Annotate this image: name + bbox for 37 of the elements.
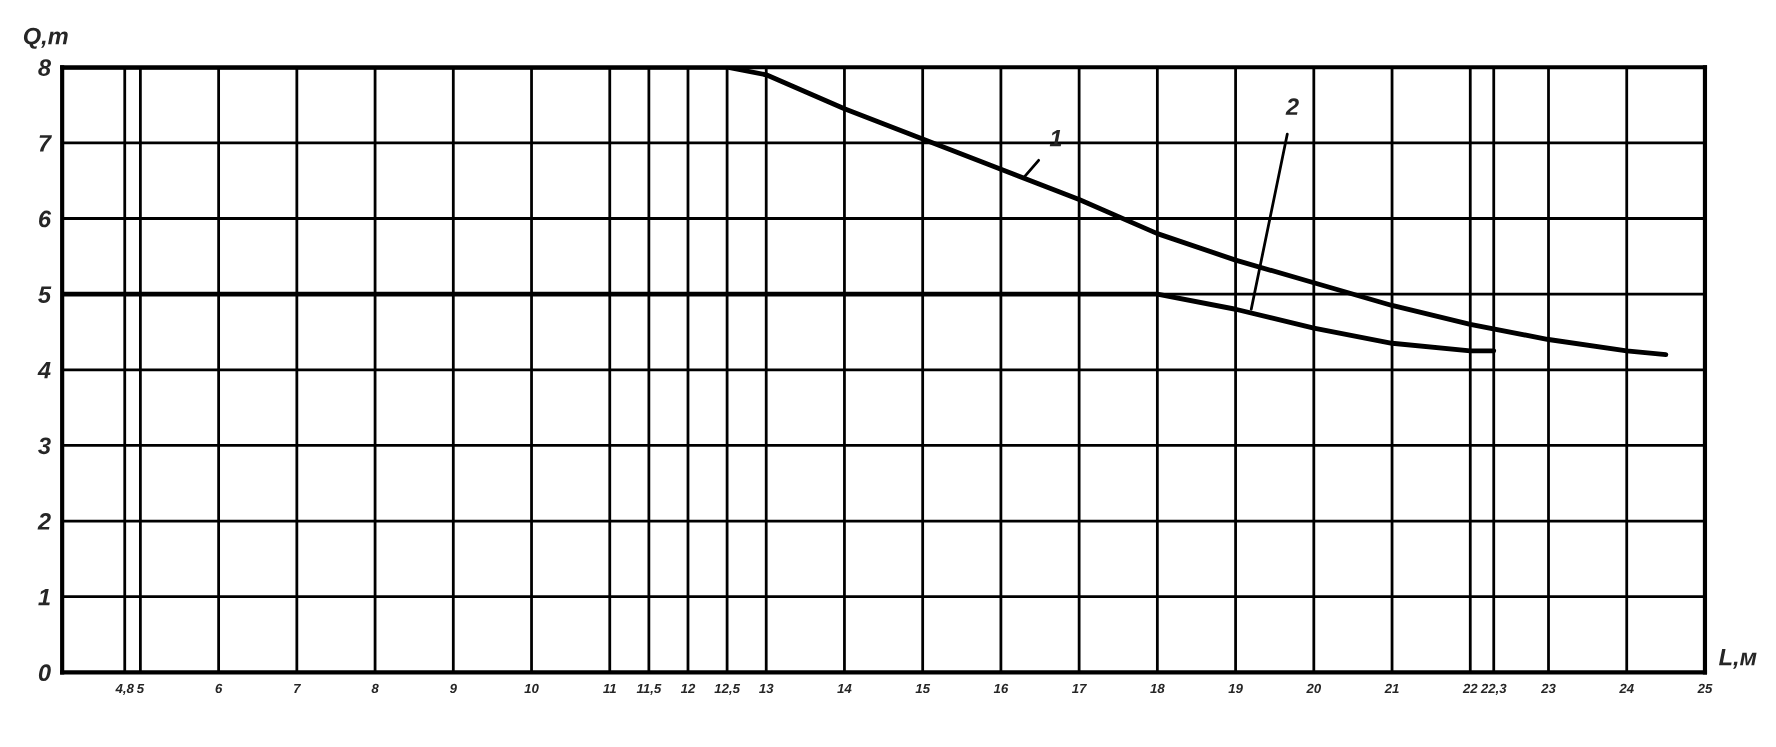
- x-tick-label: 23: [1540, 683, 1556, 694]
- x-tick-label: 11,5: [636, 683, 662, 696]
- x-tick-label: 17: [1072, 683, 1087, 693]
- x-tick-label: 16: [993, 683, 1009, 694]
- y-tick-label: 0: [38, 664, 51, 682]
- x-tick-label: 9: [449, 683, 457, 694]
- x-tick-label: 12,5: [714, 683, 741, 696]
- x-tick-label: 7: [294, 683, 302, 693]
- y-tick-label: 4: [37, 362, 51, 379]
- x-tick-label: 22,3: [1480, 683, 1507, 696]
- x-tick-label: 5: [136, 683, 145, 694]
- x-tick-label: 11: [603, 683, 616, 693]
- x-tick-label: 12: [680, 683, 696, 693]
- x-tick-label: 18: [1150, 683, 1165, 694]
- x-tick-label: 15: [915, 683, 931, 694]
- x-tick-label: 4,8: [115, 683, 134, 696]
- x-tick-label: 10: [524, 683, 539, 694]
- x-tick-label: 19: [1228, 683, 1243, 694]
- x-tick-label: 14: [837, 683, 852, 693]
- y-tick-label: 3: [38, 437, 51, 455]
- x-tick-label: 20: [1306, 683, 1322, 694]
- y-tick-label: 7: [39, 135, 52, 152]
- annotation: 2: [1285, 98, 1299, 115]
- x-tick-label: 25: [1697, 683, 1713, 694]
- x-tick-label: 22: [1462, 683, 1478, 693]
- y-tick-label: 8: [38, 59, 52, 77]
- y-tick-label: 1: [38, 588, 50, 606]
- x-axis-title: L,м: [1719, 648, 1757, 669]
- x-tick-label: 21: [1384, 683, 1399, 693]
- x-tick-label: 8: [371, 683, 379, 694]
- y-axis-title: Q,т: [23, 27, 68, 49]
- y-tick-label: 6: [39, 210, 52, 228]
- x-tick-label: 6: [215, 683, 223, 694]
- y-tick-label: 5: [38, 286, 52, 303]
- x-tick-label: 24: [1619, 683, 1634, 693]
- y-tick-label: 2: [37, 513, 51, 530]
- x-tick-label: 13: [759, 683, 774, 694]
